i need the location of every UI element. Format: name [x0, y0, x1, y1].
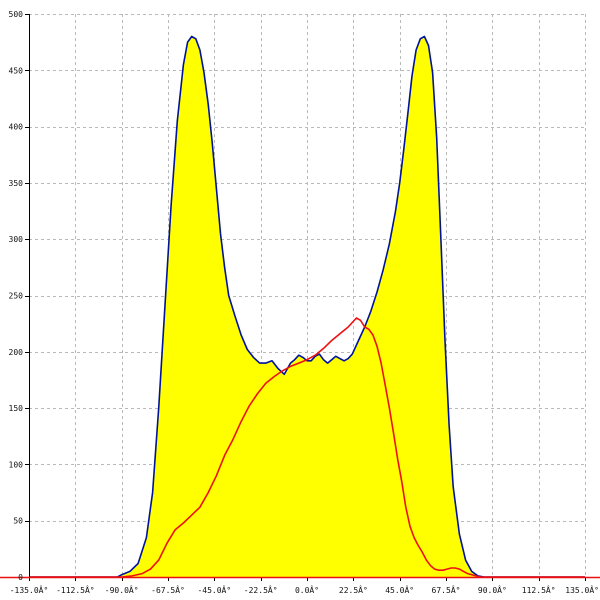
y-tick-label-4: 200	[9, 348, 24, 357]
x-tick-label-7: 22.5Â°	[339, 584, 368, 595]
y-tick-label-1: 50	[13, 517, 23, 526]
x-tick-label-9: 67.5Â°	[432, 584, 461, 595]
x-tick-label-10: 90.0Â°	[478, 584, 507, 595]
x-tick-label-8: 45.0Â°	[385, 584, 414, 595]
series-0-area	[29, 36, 585, 577]
x-tick-label-0: -135.0Â°	[10, 584, 49, 595]
y-tick-label-2: 100	[9, 460, 24, 469]
y-tick-label-3: 150	[9, 404, 24, 413]
x-tick-label-5: -22.5Â°	[244, 584, 278, 595]
y-tick-label-6: 300	[9, 235, 24, 244]
x-tick-label-12: 135.0Â°	[565, 584, 599, 595]
y-tick-label-8: 400	[9, 123, 24, 132]
series-0-line	[29, 35, 585, 578]
x-tick-label-1: -112.5Â°	[56, 584, 95, 595]
x-tick-label-2: -90.0Â°	[105, 584, 139, 595]
tick-labels: 50 100 150 200 250 300 350 400 450 500 0 -135.0Â° -1…	[9, 10, 599, 595]
x-tick-label-4: -45.0Â°	[197, 584, 231, 595]
y-tick-label-7: 350	[9, 179, 24, 188]
y-tick-label-9: 450	[9, 66, 24, 75]
y-tick-label-0: 0	[18, 573, 23, 582]
series-1-line	[29, 317, 585, 578]
x-tick-label-11: 112.5Â°	[522, 584, 556, 595]
y-tick-label-5: 250	[9, 292, 24, 301]
y-tick-label-10: 500	[9, 10, 24, 19]
x-tick-label-3: -67.5Â°	[151, 584, 185, 595]
axes	[0, 14, 600, 581]
series-layer	[29, 35, 585, 578]
x-tick-label-6: 0.0Â°	[295, 584, 319, 595]
